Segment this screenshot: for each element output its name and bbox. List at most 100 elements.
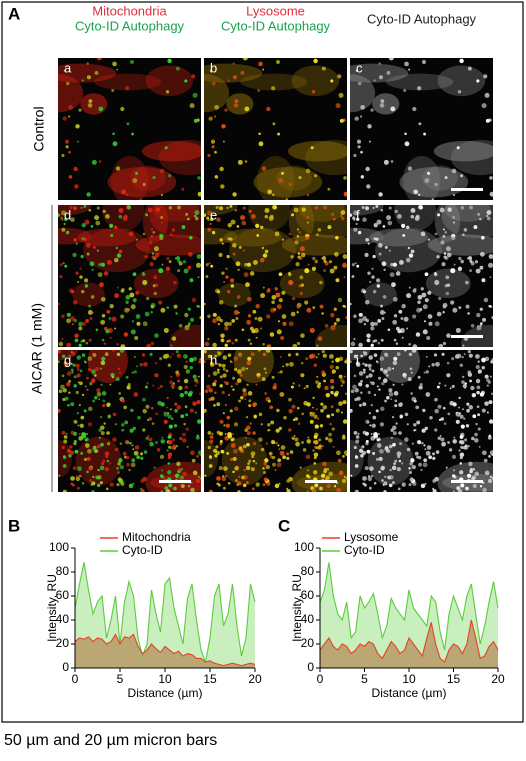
vesicle	[175, 370, 180, 375]
vesicle	[114, 293, 120, 299]
vesicle	[167, 435, 172, 439]
vesicle	[447, 207, 452, 212]
vesicle	[250, 467, 255, 472]
vesicle	[117, 477, 122, 482]
vesicle	[145, 213, 149, 217]
vesicle	[367, 242, 370, 245]
vesicle	[336, 450, 341, 456]
vesicle	[307, 436, 310, 439]
vesicle	[166, 306, 170, 309]
vesicle	[216, 430, 221, 435]
vesicle	[210, 362, 215, 367]
vesicle	[65, 230, 70, 235]
vesicle	[88, 99, 93, 104]
vesicle	[208, 116, 213, 121]
vesicle	[441, 441, 446, 447]
vesicle	[237, 490, 241, 492]
vesicle	[190, 487, 195, 492]
vesicle	[366, 338, 371, 343]
vesicle	[307, 263, 310, 266]
vesicle	[268, 451, 273, 456]
cell	[367, 436, 414, 486]
vesicle	[260, 423, 263, 426]
vesicle	[180, 468, 184, 471]
vesicle	[247, 314, 252, 318]
vesicle	[209, 439, 214, 444]
vesicle	[301, 207, 306, 212]
vesicle	[61, 445, 65, 450]
vesicle	[444, 176, 448, 180]
vesicle	[401, 462, 404, 465]
vesicle	[83, 409, 87, 413]
vesicle	[85, 319, 90, 323]
vesicle	[410, 215, 415, 219]
vesicle	[322, 461, 327, 467]
vesicle	[133, 450, 139, 456]
vesicle	[428, 365, 431, 368]
vesicle	[380, 466, 385, 471]
vesicle	[476, 385, 481, 390]
vesicle	[345, 358, 347, 361]
vesicle	[78, 404, 81, 407]
cell	[133, 268, 179, 299]
vesicle	[165, 489, 171, 492]
vesicle	[217, 483, 221, 487]
vesicle	[459, 435, 464, 439]
vesicle	[387, 220, 393, 226]
vesicle	[173, 304, 178, 309]
vesicle	[168, 424, 173, 429]
vesicle	[380, 338, 384, 342]
vesicle	[144, 255, 148, 259]
vesicle	[350, 409, 353, 414]
vesicle	[66, 312, 71, 317]
vesicle	[460, 260, 464, 263]
vesicle	[165, 90, 170, 94]
vesicle	[175, 312, 178, 315]
vesicle	[315, 408, 318, 411]
vesicle	[177, 205, 181, 210]
vesicle	[225, 381, 229, 386]
vesicle	[235, 316, 239, 320]
vesicle	[303, 387, 306, 390]
vesicle	[487, 262, 493, 268]
vesicle	[147, 435, 150, 437]
vesicle	[109, 383, 112, 386]
vesicle	[363, 351, 368, 356]
vesicle	[159, 357, 163, 361]
vesicle	[396, 467, 401, 472]
vesicle	[101, 391, 107, 396]
vesicle	[226, 451, 230, 455]
vesicle	[292, 382, 295, 385]
vesicle	[64, 217, 68, 221]
vesicle	[262, 342, 265, 346]
vesicle	[126, 205, 132, 210]
cell	[58, 205, 92, 216]
vesicle	[74, 338, 79, 343]
vesicle	[261, 166, 267, 171]
vesicle	[423, 458, 428, 463]
vesicle	[216, 316, 222, 322]
vesicle	[388, 206, 392, 210]
vesicle	[72, 299, 78, 305]
vesicle	[373, 79, 376, 82]
vesicle	[314, 260, 318, 263]
vesicle	[157, 400, 162, 406]
vesicle	[172, 438, 176, 442]
vesicle	[148, 437, 153, 442]
vesicle	[142, 476, 147, 482]
vesicle	[418, 205, 424, 210]
vesicle	[207, 374, 211, 378]
vesicle	[153, 246, 159, 252]
vesicle	[94, 396, 98, 400]
cell	[369, 228, 428, 247]
vesicle	[403, 316, 409, 322]
vesicle	[92, 399, 95, 403]
vesicle	[89, 381, 93, 386]
vesicle	[392, 262, 398, 267]
cell	[204, 205, 238, 216]
vesicle	[413, 429, 416, 432]
vesicle	[109, 223, 114, 229]
vesicle	[167, 462, 170, 465]
vesicle	[370, 404, 373, 407]
vesicle	[482, 450, 487, 456]
